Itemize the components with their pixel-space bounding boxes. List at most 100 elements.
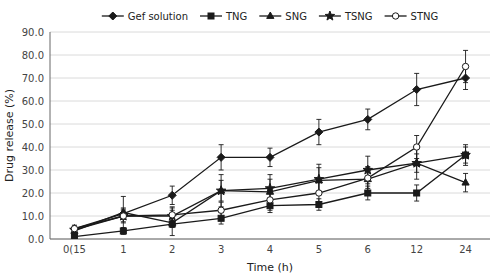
line	[74, 163, 465, 231]
error-cap	[365, 167, 370, 168]
error-cap	[219, 174, 224, 175]
error-cap	[170, 225, 175, 226]
point	[461, 150, 471, 159]
point	[218, 207, 224, 213]
y-tick-label: 10.0	[22, 211, 44, 222]
line	[74, 155, 465, 237]
error-cap	[414, 179, 419, 180]
error-cap	[463, 165, 468, 166]
error-cap	[463, 89, 468, 90]
legend-label: SNG	[285, 11, 307, 22]
error-cap	[121, 222, 126, 223]
x-axis: 0(151234561224	[63, 244, 472, 255]
error-cap	[414, 105, 419, 106]
error-cap	[414, 73, 419, 74]
legend-marker	[325, 11, 335, 20]
error-cap	[316, 182, 321, 183]
error-bar	[219, 202, 224, 218]
error-cap	[219, 144, 224, 145]
series	[71, 147, 468, 239]
error-cap	[170, 206, 175, 207]
x-tick-label: 1	[120, 244, 126, 255]
point	[364, 175, 371, 181]
error-cap	[219, 170, 224, 171]
point	[71, 234, 77, 239]
error-cap	[268, 166, 273, 167]
error-cap	[121, 221, 126, 222]
point	[365, 175, 371, 181]
error-cap	[365, 188, 370, 189]
x-tick-label: 2	[169, 244, 175, 255]
error-bar	[316, 183, 321, 204]
point	[462, 179, 469, 185]
point	[316, 190, 322, 196]
x-tick-label: 4	[267, 244, 273, 255]
point	[266, 153, 274, 161]
x-axis-title: Time (h)	[246, 261, 293, 274]
error-bar	[72, 226, 77, 231]
legend-marker	[267, 12, 274, 18]
error-cap	[463, 50, 468, 51]
error-bar	[414, 185, 419, 201]
point	[70, 225, 78, 233]
error-cap	[365, 199, 370, 200]
legend-label: TSNG	[344, 11, 373, 22]
series	[71, 154, 469, 236]
point	[314, 174, 324, 183]
error-bar	[170, 208, 175, 222]
x-tick-label: 3	[218, 244, 224, 255]
error-bar	[365, 186, 370, 200]
error-cap	[268, 212, 273, 213]
point	[462, 63, 468, 69]
error-cap	[365, 129, 370, 130]
legend-marker	[208, 13, 214, 19]
x-tick-label: 0(15	[63, 244, 86, 255]
error-cap	[170, 204, 175, 205]
legend-marker	[109, 12, 117, 20]
error-bar	[414, 136, 419, 159]
point	[315, 128, 323, 136]
y-axis: 0.010.020.030.040.050.060.070.080.090.0	[22, 27, 490, 245]
y-tick-label: 30.0	[22, 165, 44, 176]
error-cap	[316, 164, 321, 165]
x-tick-label: 24	[459, 244, 472, 255]
error-cap	[72, 234, 77, 235]
error-cap	[268, 174, 273, 175]
series	[70, 145, 471, 234]
error-cap	[414, 135, 419, 136]
x-tick-label: 12	[410, 244, 423, 255]
legend-item: TNG	[200, 11, 247, 22]
plot-area	[70, 50, 471, 239]
error-cap	[316, 203, 321, 204]
point	[413, 86, 421, 94]
error-bar	[365, 168, 370, 189]
y-axis-title: Drug release (%)	[3, 89, 16, 182]
error-cap	[463, 82, 468, 83]
error-cap	[268, 210, 273, 211]
error-bar	[121, 228, 126, 235]
legend: Gef solutionTNGSNGTSNGSTNG	[102, 11, 438, 22]
line	[74, 155, 465, 230]
error-cap	[463, 173, 468, 174]
point	[120, 213, 126, 219]
point	[412, 158, 422, 167]
error-bar	[72, 226, 77, 233]
point	[119, 211, 129, 220]
error-cap	[414, 184, 419, 185]
legend-item: SNG	[259, 11, 307, 22]
error-cap	[170, 186, 175, 187]
point	[413, 144, 419, 150]
point	[217, 153, 225, 161]
point	[71, 225, 77, 231]
error-cap	[268, 148, 273, 149]
error-bar	[170, 207, 175, 225]
error-bar	[268, 190, 273, 211]
series	[70, 67, 469, 233]
error-cap	[316, 210, 321, 211]
error-cap	[219, 202, 224, 203]
series	[71, 50, 469, 232]
error-cap	[170, 235, 175, 236]
y-tick-label: 70.0	[22, 73, 44, 84]
legend-label: Gef solution	[128, 11, 188, 22]
error-cap	[463, 144, 468, 145]
